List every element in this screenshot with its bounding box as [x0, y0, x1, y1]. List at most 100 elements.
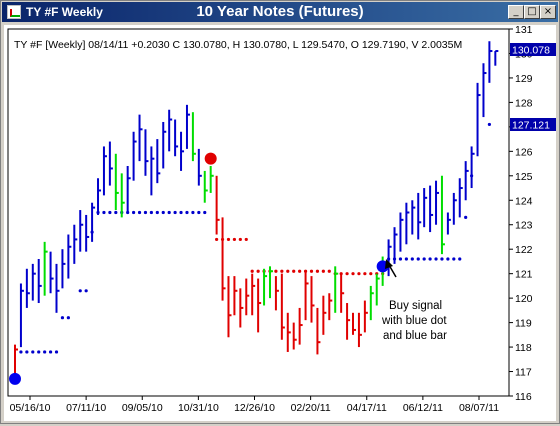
ohlc-bar: [446, 212, 451, 235]
y-tick-label: 122: [515, 244, 533, 256]
ohlc-bar: [405, 202, 410, 245]
ohlc-bar: [233, 276, 238, 316]
ohlc-bar: [357, 312, 362, 348]
chart-panel[interactable]: TY #F [Weekly] 08/14/11 +0.2030 C 130.07…: [4, 24, 556, 421]
ohlc-bar: [162, 121, 167, 169]
ohlc-bar: [340, 273, 345, 313]
ohlc-bar: [470, 146, 475, 189]
ohlc-bar: [375, 273, 380, 306]
blue-stop-dot: [114, 210, 118, 215]
blue-stop-dot: [428, 257, 432, 261]
blue-stop-dot: [458, 257, 462, 261]
blue-stop-dot: [84, 289, 88, 293]
ohlc-bar: [298, 307, 303, 345]
blue-stop-dot: [434, 257, 438, 261]
blue-stop-dot: [19, 350, 23, 354]
red-stop-dot: [274, 269, 278, 273]
ohlc-bar: [363, 300, 368, 333]
y-tick-label: 119: [515, 318, 532, 330]
x-tick-label: 04/17/11: [347, 402, 387, 414]
red-stop-dot: [244, 237, 248, 242]
ohlc-bar: [209, 166, 214, 193]
ohlc-bar: [440, 175, 445, 255]
red-stop-dot: [250, 269, 254, 273]
blue-stop-dot: [464, 215, 468, 219]
ohlc-bar: [393, 227, 398, 264]
ohlc-bar: [174, 119, 179, 157]
ohlc-bar: [268, 266, 273, 299]
x-tick-label: 06/12/11: [403, 402, 443, 414]
ohlc-bar: [476, 82, 481, 157]
red-stop-dot: [232, 237, 237, 242]
red-stop-dot: [357, 272, 361, 276]
ohlc-bar: [263, 268, 268, 306]
price-chart[interactable]: TY #F [Weekly] 08/14/11 +0.2030 C 130.07…: [4, 24, 556, 421]
annotation-line-1: Buy signal: [389, 300, 442, 312]
blue-stop-dot: [167, 210, 171, 215]
ohlc-bar: [399, 212, 404, 252]
blue-stop-dot: [54, 350, 59, 354]
ohlc-bar: [132, 131, 137, 181]
red-stop-dot: [327, 269, 331, 273]
level-price-label: 127.121: [512, 120, 550, 132]
chart-background: [4, 25, 556, 421]
red-stop-dot: [315, 269, 320, 273]
maximize-button[interactable]: □: [524, 5, 540, 19]
ohlc-bar: [316, 307, 321, 355]
chart-app-icon[interactable]: [7, 5, 21, 19]
y-tick-label: 128: [515, 97, 533, 109]
red-stop-dot: [215, 237, 219, 242]
red-signal-dot: [204, 152, 217, 165]
last-price-box: [510, 43, 556, 56]
y-tick-label: 120: [515, 293, 533, 305]
close-button[interactable]: ×: [540, 5, 556, 19]
blue-stop-dot: [161, 210, 165, 215]
minimize-button[interactable]: _: [508, 5, 524, 19]
ohlc-bar: [97, 178, 102, 215]
ohlc-bar: [180, 131, 185, 171]
ohlc-bar: [310, 276, 315, 323]
blue-stop-dot: [404, 257, 408, 261]
y-tick-label: 116: [515, 391, 532, 403]
ohlc-bar: [387, 239, 392, 277]
blue-stop-dot: [149, 210, 153, 215]
ohlc-bar: [144, 129, 149, 176]
blue-stop-dot: [203, 210, 207, 215]
ohlc-bar: [168, 109, 173, 152]
y-axis: 1161171181191201211221231241251261271281…: [509, 24, 533, 403]
y-tick-label: 124: [515, 195, 533, 207]
ohlc-bar: [114, 153, 119, 211]
x-tick-label: 07/11/10: [66, 402, 106, 414]
blue-stop-dot: [155, 210, 159, 215]
ohlc-bar: [185, 104, 190, 149]
title-bar[interactable]: TY #F Weekly 10 Year Notes (Futures) _ □…: [2, 2, 558, 22]
red-stop-dot: [280, 269, 284, 273]
ohlc-bar: [328, 293, 333, 321]
ohlc-bar: [488, 41, 493, 83]
ohlc-bar: [411, 200, 416, 235]
ohlc-bar: [126, 166, 131, 213]
ohlc-bar: [85, 214, 90, 252]
ohlc-bar: [346, 303, 351, 340]
blue-stop-dot: [102, 210, 106, 215]
ohlc-bar: [67, 234, 72, 279]
x-tick-label: 02/20/11: [291, 402, 331, 414]
ohlc-bar: [55, 263, 60, 313]
signal-markers: [9, 152, 389, 385]
red-stop-dot: [345, 272, 349, 276]
ohlc-bar: [429, 185, 434, 233]
ohlc-bar: [43, 241, 48, 296]
red-stop-dot: [363, 272, 367, 276]
ohlc-bar: [245, 278, 250, 316]
ohlc-bar: [102, 146, 107, 196]
red-stop-dot: [369, 272, 373, 276]
blue-stop-dot: [173, 210, 177, 215]
ohlc-bar: [352, 312, 357, 335]
ohlc-bar: [79, 210, 84, 252]
blue-stop-dot: [416, 257, 420, 261]
x-axis: 05/16/10 07/11/10 09/05/10 10/31/10 12/26/10…: [10, 396, 499, 414]
red-stop-dot: [226, 237, 231, 242]
ohlc-bar: [221, 217, 226, 301]
window-title: TY #F Weekly: [26, 5, 103, 19]
